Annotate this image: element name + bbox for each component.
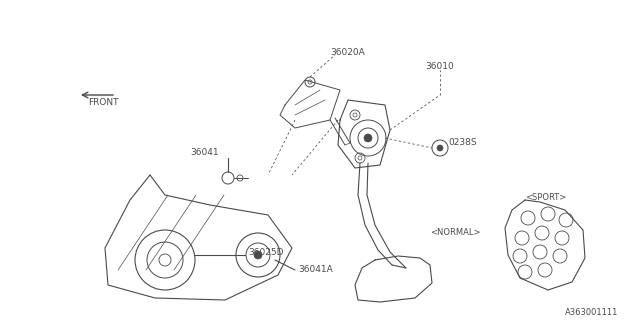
Circle shape bbox=[254, 251, 262, 259]
Text: 36025D: 36025D bbox=[248, 248, 284, 257]
Text: <NORMAL>: <NORMAL> bbox=[430, 228, 481, 237]
Text: FRONT: FRONT bbox=[88, 98, 118, 107]
Text: A363001111: A363001111 bbox=[565, 308, 618, 317]
Circle shape bbox=[364, 134, 372, 142]
Text: <SPORT>: <SPORT> bbox=[525, 193, 566, 202]
Text: 36020A: 36020A bbox=[330, 48, 365, 57]
Text: 36010: 36010 bbox=[425, 62, 454, 71]
Text: 36041A: 36041A bbox=[298, 265, 333, 274]
Circle shape bbox=[437, 145, 443, 151]
Text: 0238S: 0238S bbox=[448, 138, 477, 147]
Text: 36041: 36041 bbox=[191, 148, 220, 157]
